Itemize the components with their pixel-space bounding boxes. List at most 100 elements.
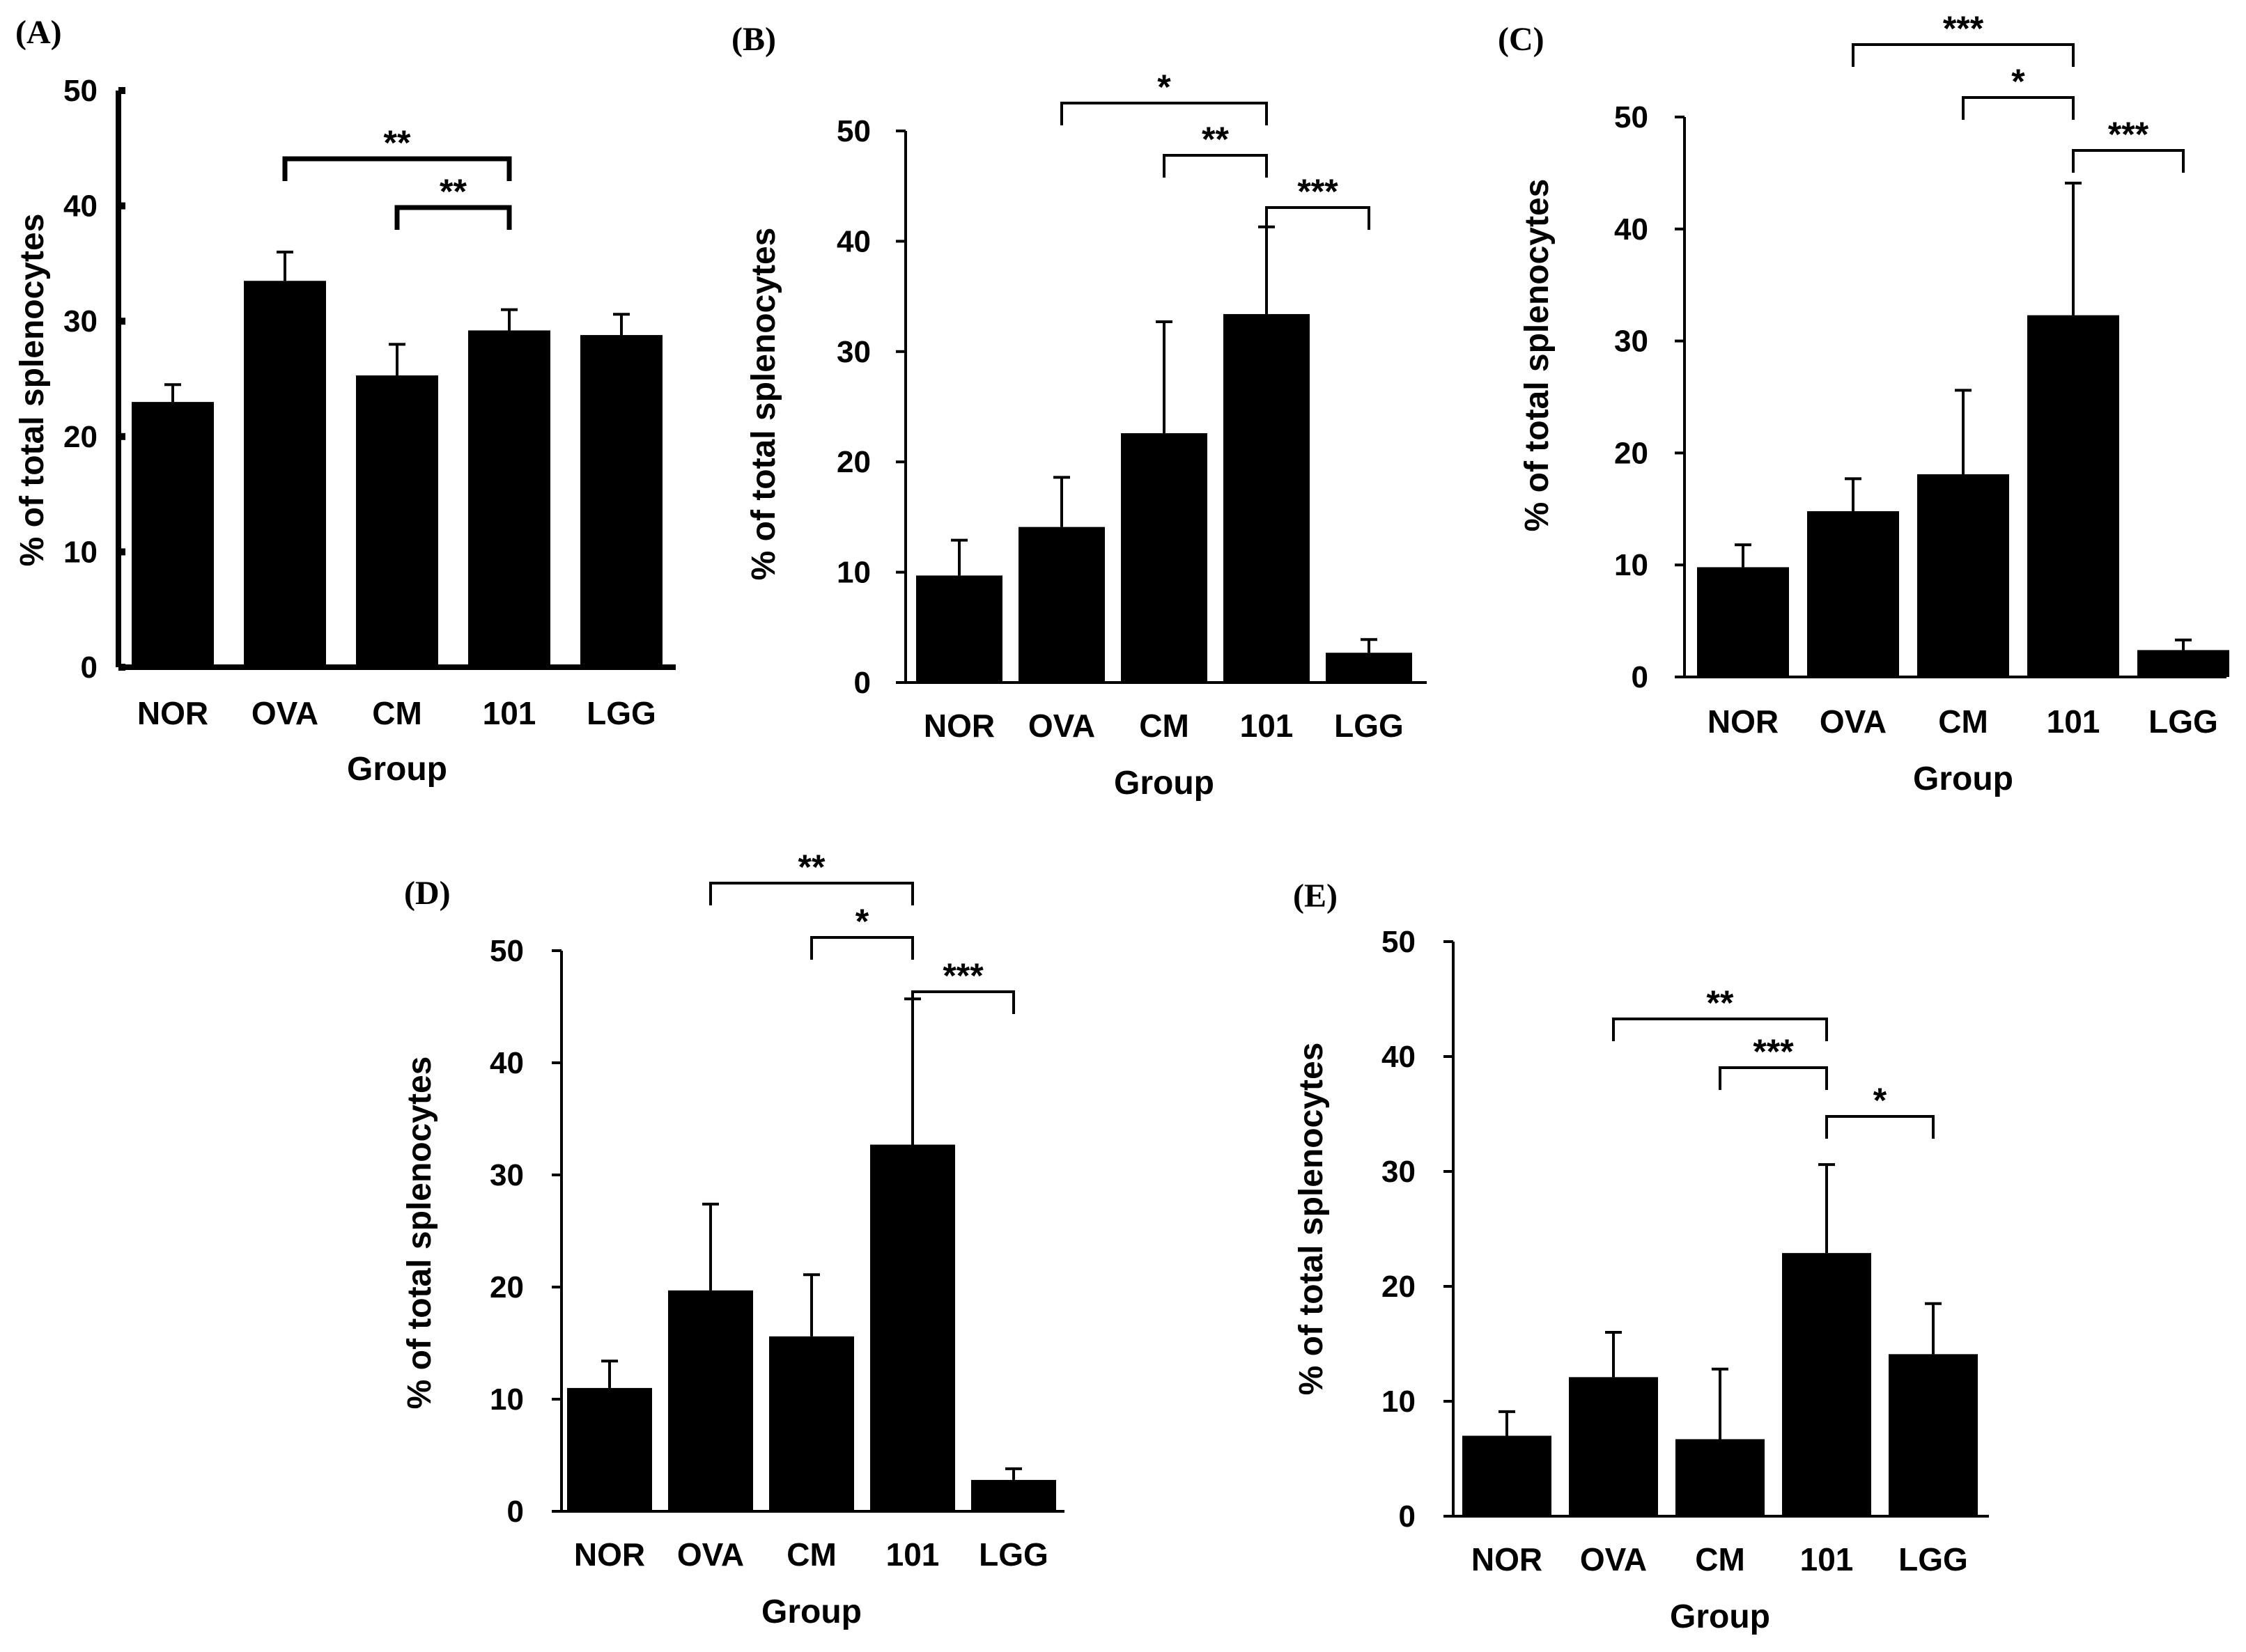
bar-LGG — [2137, 650, 2229, 677]
y-tick-label: 20 — [490, 1270, 524, 1304]
significance-label: *** — [1943, 9, 1984, 48]
chart-panel-2: (C) 0 10 20 30 40 50 % of total splenocytes Grou… — [1498, 9, 2229, 797]
significance-bracket — [1852, 43, 2075, 67]
y-axis-title: % of total splenocytes — [745, 228, 782, 581]
category-label: OVA — [1028, 708, 1095, 744]
category-label: OVA — [251, 695, 318, 731]
y-tick-label: 0 — [81, 650, 98, 685]
bar-CM — [769, 1336, 854, 1511]
y-axis-title: % of total splenocytes — [14, 214, 51, 567]
significance-label: ** — [1707, 983, 1734, 1022]
category-label: LGG — [2148, 703, 2218, 740]
bar-CM — [1121, 433, 1207, 683]
category-label: CM — [787, 1536, 837, 1573]
y-tick-label: 10 — [1381, 1385, 1416, 1419]
category-label: LGG — [1334, 708, 1404, 744]
significance-bracket — [1265, 206, 1370, 230]
significance-bracket — [709, 882, 914, 905]
category-label: 101 — [1240, 708, 1294, 744]
significance-bracket — [1060, 102, 1268, 125]
significance-label: *** — [1753, 1032, 1794, 1071]
significance-label: *** — [1297, 172, 1338, 211]
significance-bracket — [282, 156, 512, 181]
y-tick-label: 20 — [1614, 436, 1648, 470]
bar-OVA — [668, 1290, 753, 1511]
panel-letter: (B) — [731, 21, 776, 58]
category-label: OVA — [1580, 1541, 1647, 1577]
significance-label: ** — [1202, 120, 1229, 159]
category-label: CM — [1938, 703, 1988, 740]
significance-label: * — [1157, 68, 1171, 107]
significance-label: *** — [2108, 115, 2149, 154]
panel-letter: (D) — [404, 875, 451, 912]
significance-label: ** — [384, 123, 411, 162]
bar-NOR — [916, 575, 1002, 683]
x-axis-title: Group — [347, 751, 447, 788]
y-tick-label: 40 — [1381, 1040, 1416, 1074]
y-tick-label: 0 — [854, 666, 871, 700]
bar-NOR — [1462, 1435, 1551, 1516]
y-tick-label: 30 — [1614, 325, 1648, 359]
category-label: 101 — [2047, 703, 2100, 740]
x-axis-title: Group — [1114, 765, 1214, 802]
y-tick-label: 10 — [490, 1382, 524, 1417]
panel-letter: (A) — [15, 14, 62, 51]
panel-letter: (E) — [1293, 878, 1338, 914]
y-tick-label: 20 — [837, 445, 871, 479]
bar-NOR — [132, 402, 214, 667]
chart-panel-0: (A) 0 10 20 30 40 50 % of total splenocytes Grou… — [14, 14, 676, 788]
significance-label: * — [1873, 1081, 1887, 1120]
significance-bracket — [810, 936, 914, 960]
x-axis-title: Group — [1913, 761, 2013, 797]
bar-LGG — [1889, 1354, 1978, 1516]
significance-bracket — [911, 990, 1015, 1014]
category-label: OVA — [677, 1536, 744, 1573]
bar-101 — [2027, 315, 2119, 678]
significance-label: ** — [798, 848, 826, 887]
y-axis-title: % of total splenocytes — [1519, 179, 1556, 532]
y-tick-label: 30 — [63, 304, 98, 338]
y-tick-label: 20 — [1381, 1270, 1416, 1304]
bar-LGG — [971, 1479, 1056, 1511]
x-axis-title: Group — [761, 1593, 862, 1630]
bar-CM — [1917, 474, 2009, 677]
bar-101 — [870, 1144, 955, 1511]
chart-panel-1: (B) 0 10 20 30 40 50 % of total splenocytes Grou… — [731, 21, 1427, 802]
bar-OVA — [1569, 1377, 1658, 1516]
y-tick-label: 50 — [1381, 925, 1416, 959]
category-label: NOR — [1707, 703, 1779, 740]
category-label: OVA — [1820, 703, 1887, 740]
significance-label: *** — [943, 956, 984, 995]
y-tick-label: 50 — [837, 114, 871, 148]
y-tick-label: 30 — [490, 1158, 524, 1192]
category-label: 101 — [483, 695, 536, 731]
significance-bracket — [1612, 1018, 1828, 1041]
panel-letter: (C) — [1498, 21, 1544, 58]
bar-101 — [468, 330, 550, 667]
y-tick-label: 10 — [1614, 548, 1648, 582]
category-label: NOR — [574, 1536, 645, 1573]
significance-bracket — [2072, 149, 2185, 173]
y-tick-label: 0 — [1632, 660, 1648, 694]
y-tick-label: 0 — [507, 1495, 524, 1529]
bar-CM — [1675, 1439, 1765, 1516]
significance-bracket — [1825, 1115, 1935, 1139]
bar-101 — [1782, 1253, 1871, 1516]
category-label: NOR — [137, 695, 208, 731]
y-tick-label: 50 — [1614, 100, 1648, 134]
y-tick-label: 10 — [837, 556, 871, 590]
bar-NOR — [1697, 567, 1789, 677]
y-axis-title: % of total splenocytes — [401, 1057, 438, 1410]
significance-bracket — [1719, 1066, 1828, 1090]
category-label: LGG — [1898, 1541, 1968, 1577]
category-label: CM — [1695, 1541, 1745, 1577]
bar-101 — [1223, 313, 1310, 683]
y-tick-label: 40 — [1614, 212, 1648, 247]
chart-panel-3: (D) 0 10 20 30 40 50 % of total splenocytes Grou… — [401, 848, 1064, 1630]
bar-OVA — [1019, 527, 1105, 683]
chart-panel-4: (E) 0 10 20 30 40 50 % of total splenocytes Grou… — [1293, 878, 1989, 1635]
category-label: NOR — [924, 708, 995, 744]
bar-OVA — [1807, 511, 1899, 677]
significance-bracket — [394, 205, 512, 230]
